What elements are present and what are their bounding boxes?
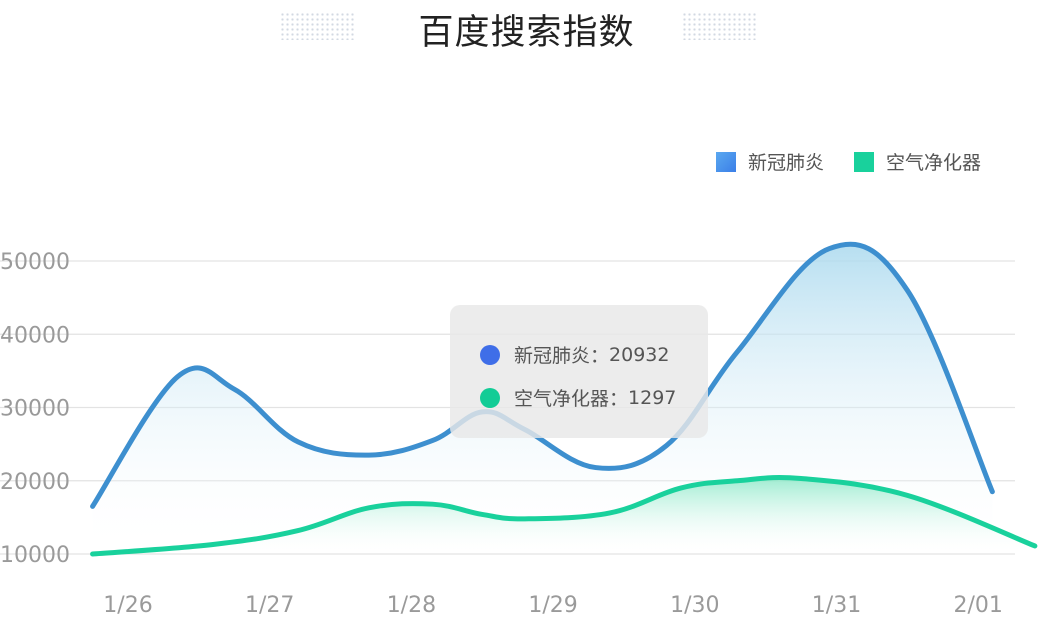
legend: 新冠肺炎 空气净化器 (716, 148, 981, 175)
tooltip-label-series-1: 新冠肺炎 (514, 345, 591, 367)
tooltip-dot-series-1 (480, 344, 500, 365)
tooltip-dot-series-2 (480, 387, 500, 408)
tooltip-separator-series-2: ： (609, 388, 629, 410)
x-tick-label: 1/30 (670, 593, 719, 617)
y-tick-label: 30000 (0, 397, 70, 422)
legend-item-series-1[interactable]: 新冠肺炎 (716, 148, 824, 175)
y-tick-label: 20000 (0, 470, 70, 495)
x-tick-label: 1/26 (103, 593, 152, 617)
legend-label-series-2: 空气净化器 (886, 152, 982, 174)
series-area-2 (92, 477, 1035, 554)
x-tick-label: 1/27 (245, 593, 294, 617)
legend-label-series-1: 新冠肺炎 (748, 152, 825, 174)
tooltip-separator-series-1: ： (590, 345, 610, 367)
y-tick-label: 40000 (0, 323, 70, 348)
chart-title: 百度搜索指数 (418, 13, 635, 53)
tooltip-row-series-2: 空气净化器： 1297 (480, 384, 676, 411)
chart-header: 百度搜索指数 (0, 0, 1053, 60)
tooltip-value-series-2: 1297 (628, 386, 677, 409)
y-tick-label: 50000 (0, 250, 70, 275)
dotted-ornament-right (682, 12, 756, 40)
y-tick-label: 10000 (0, 543, 70, 568)
legend-swatch-series-1 (716, 151, 736, 172)
x-tick-label: 1/31 (812, 593, 861, 617)
tooltip-row-series-1: 新冠肺炎： 20932 (480, 341, 669, 368)
tooltip-label-series-2: 空气净化器 (514, 388, 610, 410)
dotted-ornament-left (280, 12, 354, 40)
x-tick-label: 1/28 (387, 593, 436, 617)
tooltip: 新冠肺炎： 20932 空气净化器： 1297 (450, 305, 708, 438)
series-line-2[interactable] (90, 475, 1038, 557)
x-tick-label: 1/29 (528, 593, 577, 617)
tooltip-value-series-1: 20932 (609, 343, 670, 366)
legend-swatch-series-2 (854, 151, 875, 172)
legend-item-series-2[interactable]: 空气净化器 (854, 148, 981, 175)
x-tick-label: 2/01 (953, 593, 1002, 617)
